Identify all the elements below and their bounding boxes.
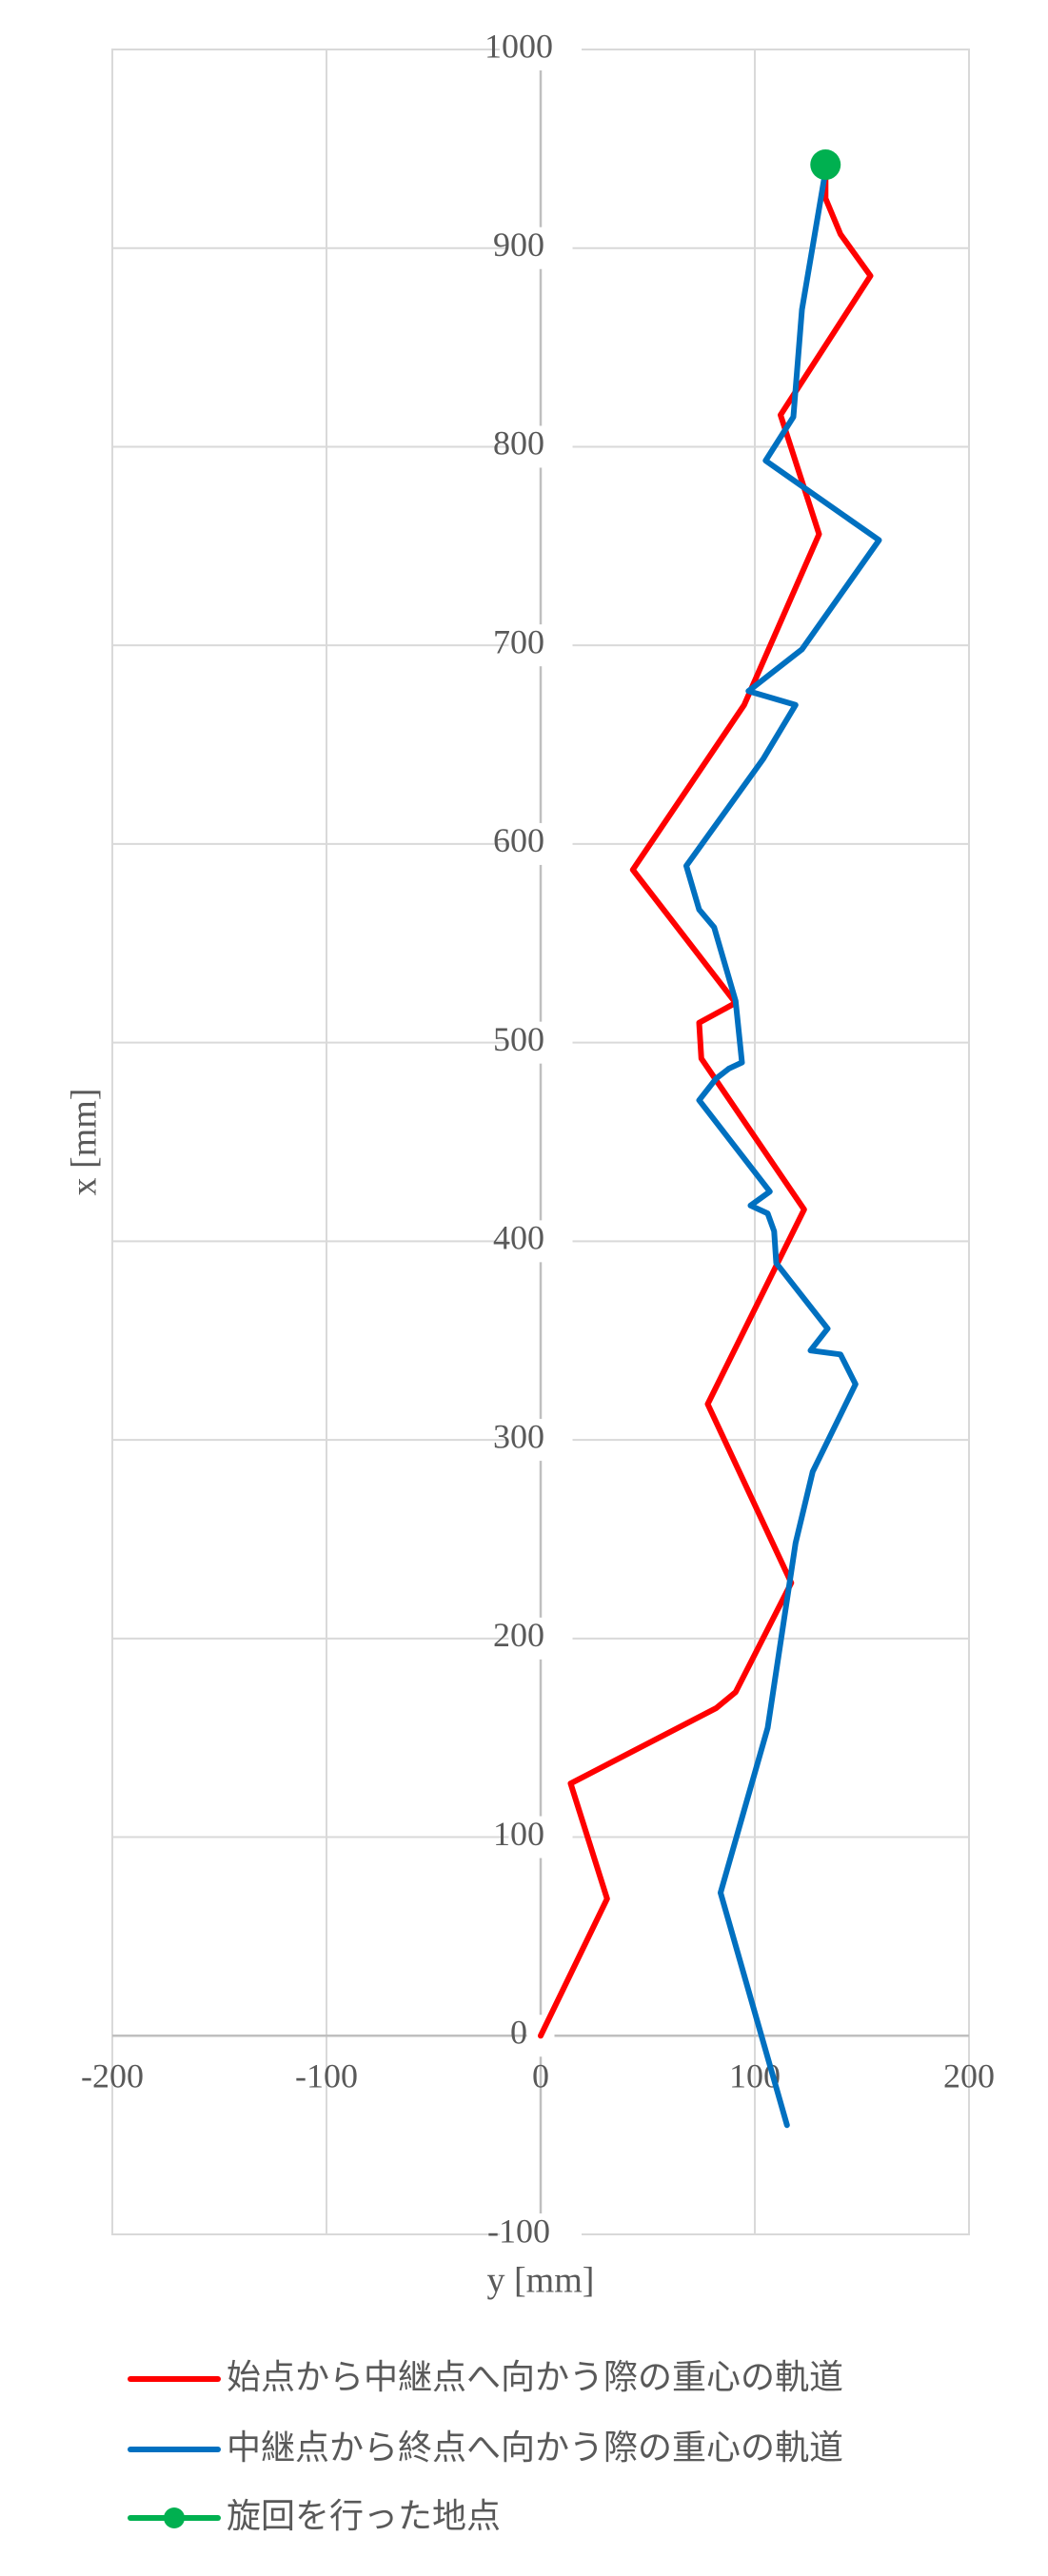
y-tick-label-bg bbox=[500, 29, 582, 70]
y-tick-label-bg bbox=[508, 226, 573, 269]
legend: 始点から中継点へ向かう際の重心の軌道中継点から終点へ向かう際の重心の軌道旋回を行… bbox=[128, 2358, 843, 2536]
y-tick-label: 900 bbox=[493, 226, 544, 264]
x-axis-title: y [mm] bbox=[487, 2261, 595, 2301]
y-tick-labels: -100 0 100 200 300 400 500 600 700 800 900 1000 bbox=[484, 27, 582, 2255]
y-tick-label: 200 bbox=[493, 1616, 544, 1654]
y-tick-label: 800 bbox=[493, 424, 544, 462]
legend-label-2: 中継点から終点へ向かう際の重心の軌道 bbox=[227, 2429, 843, 2468]
y-tick-label-bg bbox=[508, 1617, 573, 1660]
y-tick-label-bg bbox=[508, 624, 573, 667]
y-tick-label-bg bbox=[508, 1021, 573, 1064]
y-tick-label-bg bbox=[500, 2213, 582, 2255]
x-tick-label: -200 bbox=[81, 2056, 144, 2094]
y-axis-title: x [mm] bbox=[65, 1089, 105, 1196]
y-tick-label: 600 bbox=[493, 821, 544, 859]
legend-label-1: 始点から中継点へ向かう際の重心の軌道 bbox=[227, 2358, 843, 2397]
x-tick-label: -100 bbox=[295, 2056, 358, 2094]
y-tick-label: -100 bbox=[487, 2212, 550, 2250]
y-tick-label: 700 bbox=[493, 622, 544, 660]
legend-label-3: 旋回を行った地点 bbox=[227, 2497, 501, 2536]
y-tick-label: 400 bbox=[493, 1219, 544, 1257]
x-tick-labels: -200 -100 0 100 200 bbox=[81, 2056, 995, 2094]
y-tick-label-bg bbox=[508, 1816, 573, 1858]
y-tick-label: 100 bbox=[493, 1815, 544, 1853]
y-tick-label: 0 bbox=[510, 2014, 527, 2052]
y-tick-label: 500 bbox=[493, 1020, 544, 1058]
turning-point-marker bbox=[810, 149, 841, 181]
y-tick-label-bg bbox=[508, 425, 573, 468]
y-tick-label-bg bbox=[508, 1419, 573, 1462]
y-tick-label-bg bbox=[508, 1220, 573, 1263]
x-tick-label: 0 bbox=[532, 2056, 549, 2094]
y-tick-label-bg bbox=[508, 822, 573, 865]
legend-marker-3 bbox=[164, 2507, 185, 2528]
y-tick-label: 300 bbox=[493, 1417, 544, 1455]
series-lines bbox=[538, 162, 882, 2129]
y-tick-label: 1000 bbox=[484, 27, 553, 65]
series-line-1 bbox=[538, 162, 874, 2039]
series-markers bbox=[810, 149, 841, 181]
x-tick-label: 200 bbox=[943, 2056, 995, 2094]
series-line-2 bbox=[683, 167, 882, 2129]
